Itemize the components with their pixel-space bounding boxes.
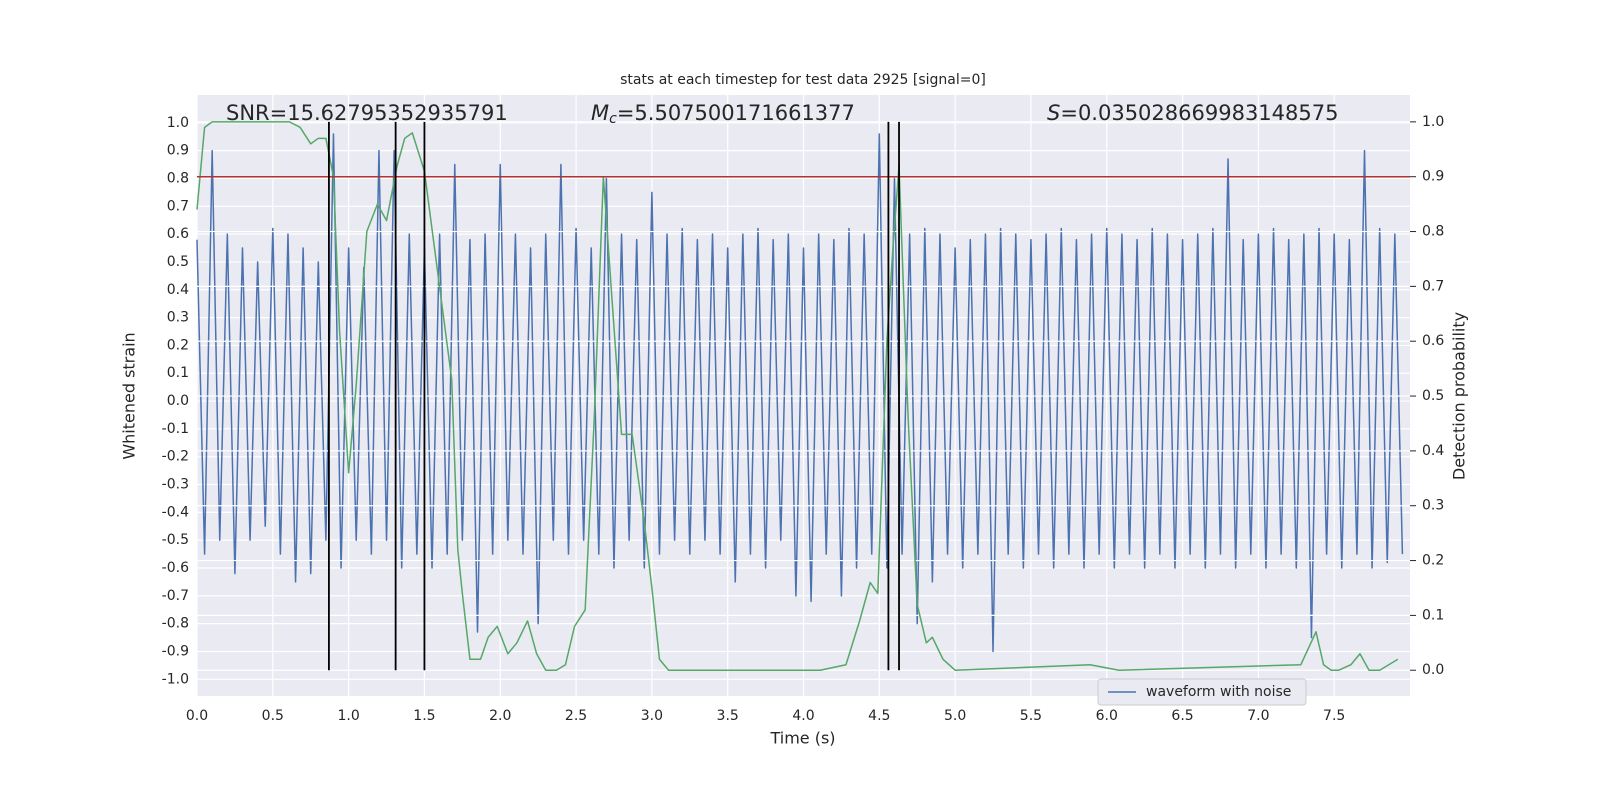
y-tick-label: 0.3 (167, 310, 189, 326)
y2-tick-label: 0.3 (1422, 498, 1444, 514)
series-line (196, 133, 1404, 653)
y2-tick-label: 0.1 (1422, 607, 1444, 623)
legend-label: waveform with noise (1146, 684, 1291, 700)
x-tick-label: 2.5 (565, 708, 587, 724)
annotation-text: =5.507500171661377 (617, 101, 855, 125)
annotation-text: =0.035028669983148575 (1060, 101, 1338, 125)
annotation-subscript: c (609, 111, 617, 127)
chart-title: stats at each timestep for test data 292… (620, 72, 986, 88)
y2-axis-label: Detection probability (1450, 312, 1469, 480)
x-axis-label: Time (s) (769, 729, 835, 748)
annotation: Mc=5.507500171661377 (591, 101, 855, 127)
x-tick-label: 5.0 (944, 708, 966, 724)
x-tick-label: 2.0 (489, 708, 511, 724)
y-tick-label: 0.5 (167, 254, 189, 270)
plot-layer: -1.0 -0.9 -0.8 -0.7 -0.6 -0.5 -0.4 -0.3 -0.2 -0.1… (162, 95, 1444, 724)
y-tick-label: -0.4 (162, 504, 189, 520)
y-tick-label: 0.1 (167, 365, 189, 381)
y-tick-label: 0.6 (167, 226, 189, 242)
y-tick-label: 0.4 (167, 282, 189, 298)
x-tick-label: 4.5 (868, 708, 890, 724)
x-tick-label: 6.5 (1171, 708, 1193, 724)
x-tick-label: 4.0 (792, 708, 814, 724)
y2-tick-label: 0.6 (1422, 333, 1444, 349)
x-tick-label: 6.0 (1096, 708, 1118, 724)
x-tick-label: 0.0 (186, 708, 208, 724)
y-tick-label: -0.5 (162, 532, 189, 548)
y2-tick-label: 0.2 (1422, 553, 1444, 569)
y-tick-label: 0.7 (167, 198, 189, 214)
y2-tick-label: 0.0 (1422, 662, 1444, 678)
y-tick-label: -0.3 (162, 477, 189, 493)
annotation-symbol: M (591, 101, 609, 125)
annotation: S=0.035028669983148575 (1047, 101, 1338, 125)
x-tick-label: 0.5 (262, 708, 284, 724)
y-tick-label: -1.0 (162, 671, 189, 687)
annotation-text: SNR=15.62795352935791 (226, 101, 508, 125)
x-tick-label: 1.0 (337, 708, 359, 724)
legend-box (1097, 678, 1307, 706)
y2-tick-label: 0.4 (1422, 443, 1444, 459)
y-tick-label: -0.7 (162, 588, 189, 604)
annotation: SNR=15.62795352935791 (226, 101, 508, 125)
x-tick-label: 7.5 (1323, 708, 1345, 724)
y2-tick-label: 0.9 (1422, 169, 1444, 185)
x-tick-label: 7.0 (1247, 708, 1269, 724)
y2-tick-label: 0.5 (1422, 388, 1444, 404)
y-tick-label: -0.8 (162, 616, 189, 632)
annotation-symbol: S (1047, 101, 1060, 125)
y-tick-label: -0.6 (162, 560, 189, 576)
y-tick-label: -0.9 (162, 643, 189, 659)
y-tick-label: -0.1 (162, 421, 189, 437)
y2-tick-label: 0.7 (1422, 278, 1444, 294)
y-tick-label: 0.9 (167, 143, 189, 159)
y-tick-label: 0.0 (167, 393, 189, 409)
y-tick-label: 0.2 (167, 337, 189, 353)
y2-tick-label: 1.0 (1422, 114, 1444, 130)
x-tick-label: 3.0 (641, 708, 663, 724)
x-tick-label: 5.5 (1020, 708, 1042, 724)
y-tick-label: 0.8 (167, 170, 189, 186)
y-tick-label: 1.0 (167, 115, 189, 131)
series-line (196, 121, 1399, 671)
x-tick-label: 1.5 (413, 708, 435, 724)
y-axis-label: Whitened strain (120, 332, 139, 459)
x-tick-label: 3.5 (717, 708, 739, 724)
y-tick-label: -0.2 (162, 449, 189, 465)
y2-tick-label: 0.8 (1422, 224, 1444, 240)
